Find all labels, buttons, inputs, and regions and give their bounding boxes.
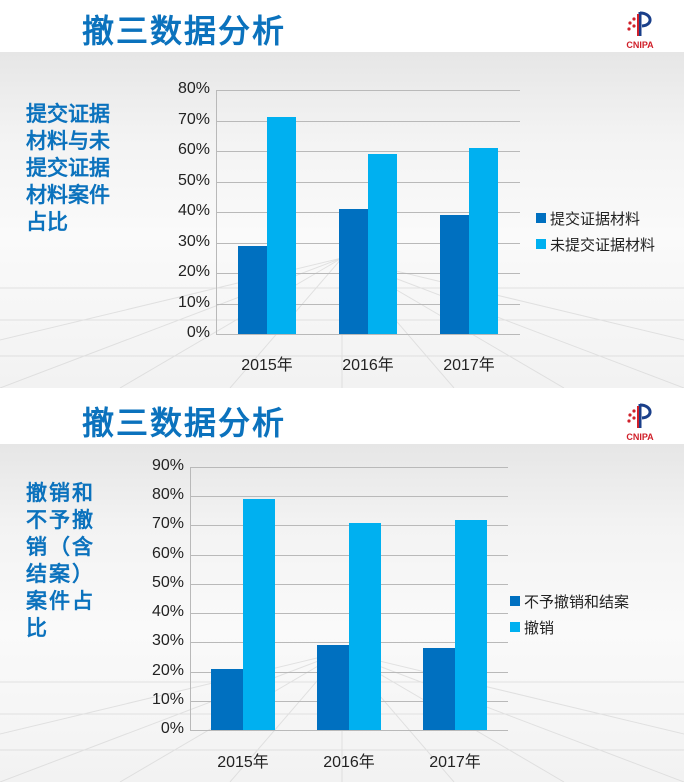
x-tick-label: 2017年 bbox=[443, 357, 495, 374]
y-tick-label: 60% bbox=[151, 545, 184, 562]
y-tick-label: 50% bbox=[177, 172, 210, 189]
bar-dark bbox=[238, 246, 267, 334]
cnipa-logo: CNIPA bbox=[620, 10, 660, 50]
gridline bbox=[216, 121, 520, 122]
x-tick-label: 2016年 bbox=[342, 357, 394, 374]
y-tick-label: 90% bbox=[151, 457, 184, 474]
y-tick-label: 70% bbox=[177, 111, 210, 128]
legend-swatch-dark bbox=[536, 213, 546, 223]
gridline bbox=[216, 90, 520, 91]
y-tick-label: 20% bbox=[177, 263, 210, 280]
bar-dark bbox=[339, 209, 368, 334]
slide-header: 撤三数据分析 CNIPA bbox=[0, 392, 684, 444]
y-tick-label: 40% bbox=[177, 202, 210, 219]
slide-1: 撤三数据分析 CNIPA 提交证据材料与未提交证据材料案件占比 0% 10% 20%… bbox=[0, 0, 684, 388]
x-tick-label: 2016年 bbox=[323, 754, 375, 771]
y-tick-label: 80% bbox=[177, 80, 210, 97]
bar-dark bbox=[423, 648, 455, 730]
legend-item-not-revoked: 不予撤销和结案 bbox=[510, 588, 629, 614]
cnipa-logo: CNIPA bbox=[620, 402, 660, 442]
bar-chart-evidence: 0% 10% 20% 30% 40% 50% 60% 70% 80% 2015年 2016年 2017… bbox=[0, 0, 684, 388]
bar-light bbox=[243, 499, 275, 730]
slide-2: 撤三数据分析 CNIPA 撤销和不予撤销（含结案）案件占比 0% 10% 20% 30… bbox=[0, 392, 684, 782]
legend-item-submitted: 提交证据材料 bbox=[536, 205, 655, 231]
gridline bbox=[216, 334, 520, 335]
x-tick-label: 2015年 bbox=[217, 754, 269, 771]
y-tick-label: 50% bbox=[151, 574, 184, 591]
y-tick-label: 80% bbox=[151, 486, 184, 503]
gridline bbox=[190, 730, 508, 731]
legend-swatch-dark bbox=[510, 596, 520, 606]
y-tick-label: 20% bbox=[151, 662, 184, 679]
legend-label: 撤销 bbox=[524, 618, 555, 637]
legend-item-revoked: 撤销 bbox=[510, 614, 629, 640]
y-tick-label: 70% bbox=[151, 515, 184, 532]
x-tick-label: 2017年 bbox=[429, 754, 481, 771]
y-tick-label: 30% bbox=[151, 632, 184, 649]
bar-dark bbox=[211, 669, 243, 730]
cnipa-emblem-icon bbox=[627, 11, 652, 36]
y-tick-label: 10% bbox=[151, 691, 184, 708]
bar-light bbox=[267, 117, 296, 334]
x-tick-label: 2015年 bbox=[241, 357, 293, 374]
bar-chart-revocation: 0% 10% 20% 30% 40% 50% 60% 70% 80% 90% 2015年 2016年 2… bbox=[0, 392, 684, 782]
slide-header: 撤三数据分析 CNIPA bbox=[0, 0, 684, 52]
gridline bbox=[190, 467, 508, 468]
bar-dark bbox=[317, 645, 349, 730]
bar-light bbox=[349, 523, 381, 730]
logo-text: CNIPA bbox=[626, 432, 654, 442]
y-tick-label: 10% bbox=[177, 294, 210, 311]
chart-legend: 提交证据材料 未提交证据材料 bbox=[536, 205, 655, 257]
y-tick-label: 0% bbox=[160, 720, 184, 737]
gridline bbox=[216, 151, 520, 152]
legend-label: 提交证据材料 bbox=[550, 209, 641, 228]
y-tick-label: 30% bbox=[177, 233, 210, 250]
bar-dark bbox=[440, 215, 469, 334]
legend-label: 不予撤销和结案 bbox=[524, 592, 630, 611]
legend-item-not-submitted: 未提交证据材料 bbox=[536, 231, 655, 257]
gridline bbox=[190, 496, 508, 497]
slide-title: 撤三数据分析 bbox=[82, 12, 287, 50]
y-axis-line bbox=[190, 467, 191, 730]
legend-label: 未提交证据材料 bbox=[550, 235, 656, 254]
slide-title: 撤三数据分析 bbox=[82, 404, 287, 442]
y-tick-label: 0% bbox=[186, 324, 210, 341]
legend-swatch-light bbox=[510, 622, 520, 632]
y-tick-label: 60% bbox=[177, 141, 210, 158]
bar-light bbox=[455, 520, 487, 730]
legend-swatch-light bbox=[536, 239, 546, 249]
chart-side-title: 提交证据材料与未提交证据材料案件占比 bbox=[26, 102, 110, 234]
logo-text: CNIPA bbox=[626, 40, 654, 50]
chart-side-title: 撤销和不予撤销（含结案）案件占比 bbox=[26, 481, 95, 640]
cnipa-emblem-icon bbox=[627, 403, 652, 428]
bar-light bbox=[469, 148, 498, 334]
chart-legend: 不予撤销和结案 撤销 bbox=[510, 588, 629, 640]
bar-light bbox=[368, 154, 397, 334]
y-tick-label: 40% bbox=[151, 603, 184, 620]
y-axis-line bbox=[216, 90, 217, 334]
